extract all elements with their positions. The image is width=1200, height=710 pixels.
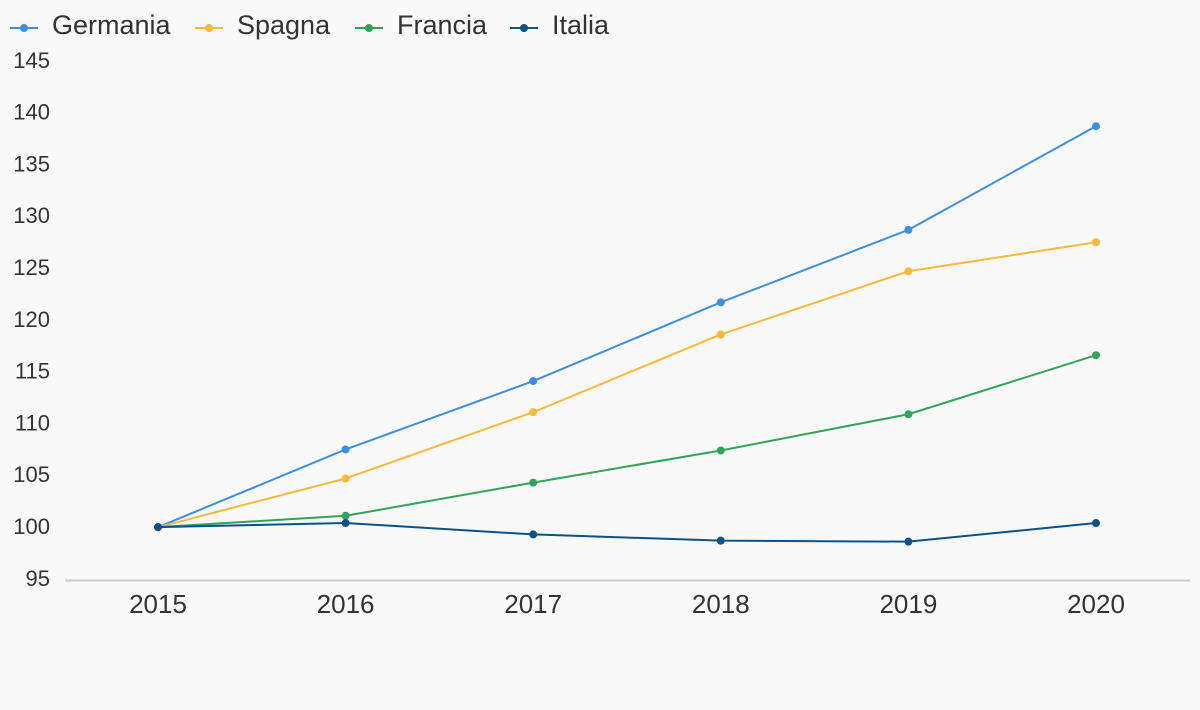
data-point-spagna[interactable] — [1092, 238, 1100, 247]
series-line-italia — [157, 522, 1097, 543]
data-point-germania[interactable] — [341, 445, 350, 454]
legend-label: Germania — [52, 10, 172, 40]
data-point-italia[interactable] — [341, 519, 350, 528]
x-tick-label: 2019 — [879, 589, 937, 619]
y-axis-tick-labels: 95 100 105 110 115 120 125 130 135 140 145 — [13, 48, 50, 591]
y-tick-label: 125 — [13, 255, 50, 280]
y-tick-label: 110 — [15, 410, 50, 435]
y-tick-label: 135 — [13, 151, 50, 176]
series-line-francia — [157, 354, 1097, 529]
y-tick-label: 100 — [13, 514, 50, 539]
data-point-spagna[interactable] — [904, 267, 913, 276]
data-point-spagna[interactable] — [529, 408, 538, 417]
series-italia — [154, 519, 1100, 546]
legend-label: Italia — [552, 10, 610, 40]
y-tick-label: 140 — [13, 100, 50, 125]
data-point-germania[interactable] — [716, 298, 725, 307]
data-point-francia[interactable] — [904, 410, 913, 419]
y-tick-label: 130 — [13, 203, 50, 228]
x-axis-tick-labels: 2015 2016 2017 2018 2019 2020 — [129, 589, 1125, 619]
x-tick-label: 2017 — [504, 589, 562, 619]
series-line-germania — [157, 125, 1097, 529]
data-point-francia[interactable] — [529, 478, 538, 487]
data-point-italia[interactable] — [716, 536, 725, 545]
legend-item-germania[interactable]: Germania — [10, 10, 172, 40]
legend-item-francia[interactable]: Francia — [355, 10, 488, 40]
y-tick-label: 105 — [13, 462, 50, 487]
legend-label: Spagna — [237, 10, 331, 40]
y-tick-label: 120 — [13, 307, 50, 332]
y-tick-label: 95 — [26, 566, 50, 591]
data-point-italia[interactable] — [1092, 519, 1100, 528]
series-spagna — [154, 238, 1100, 532]
data-point-spagna[interactable] — [341, 474, 350, 483]
data-point-francia[interactable] — [1092, 351, 1100, 360]
legend-item-italia[interactable]: Italia — [510, 10, 610, 40]
series-line-spagna — [157, 241, 1097, 529]
legend-label: Francia — [397, 10, 488, 40]
legend-swatch-dot — [205, 24, 213, 32]
series-francia — [154, 351, 1100, 532]
x-tick-label: 2020 — [1067, 589, 1125, 619]
series-group — [154, 122, 1100, 546]
x-tick-label: 2016 — [317, 589, 375, 619]
data-point-francia[interactable] — [341, 511, 350, 520]
legend-swatch-dot — [365, 24, 373, 32]
data-point-italia[interactable] — [529, 530, 538, 539]
y-tick-label: 115 — [15, 359, 50, 384]
data-point-italia[interactable] — [154, 523, 162, 532]
legend-item-spagna[interactable]: Spagna — [195, 10, 331, 40]
data-point-italia[interactable] — [904, 537, 913, 546]
y-tick-label: 145 — [13, 48, 50, 73]
x-tick-label: 2015 — [129, 589, 187, 619]
legend: Germania Spagna Francia Italia — [10, 10, 610, 40]
legend-swatch-dot — [20, 24, 28, 32]
data-point-germania[interactable] — [904, 225, 913, 234]
data-point-germania[interactable] — [1092, 122, 1100, 131]
data-point-germania[interactable] — [529, 377, 538, 386]
series-germania — [154, 122, 1100, 532]
data-point-spagna[interactable] — [716, 330, 725, 339]
legend-swatch-dot — [520, 24, 528, 32]
x-tick-label: 2018 — [692, 589, 750, 619]
data-point-francia[interactable] — [716, 446, 725, 455]
